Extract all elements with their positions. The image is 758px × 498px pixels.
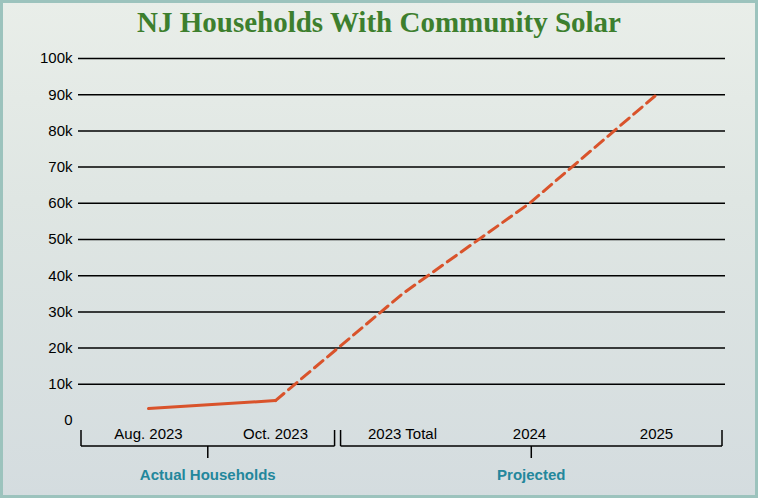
svg-text:Oct. 2023: Oct. 2023 xyxy=(243,425,308,442)
html-text:NJ Households With Community S: NJ Households With Community Solar xyxy=(137,6,621,38)
svg-text:2023 Total: 2023 Total xyxy=(368,425,437,442)
svg-text:Actual Households: Actual Households xyxy=(140,466,276,483)
svg-text:20k: 20k xyxy=(48,339,73,356)
svg-text:30k: 30k xyxy=(48,303,73,320)
svg-text:40k: 40k xyxy=(48,267,73,284)
svg-text:60k: 60k xyxy=(48,194,73,211)
svg-text:2024: 2024 xyxy=(513,425,546,442)
svg-text:Aug. 2023: Aug. 2023 xyxy=(114,425,182,442)
svg-text:Projected: Projected xyxy=(497,466,565,483)
svg-text:10k: 10k xyxy=(48,375,73,392)
svg-text:2025: 2025 xyxy=(640,425,673,442)
svg-text:0: 0 xyxy=(64,411,72,428)
svg-text:100k: 100k xyxy=(40,49,73,66)
svg-text:70k: 70k xyxy=(48,158,73,175)
svg-text:50k: 50k xyxy=(48,230,73,247)
svg-text:80k: 80k xyxy=(48,122,73,139)
svg-text:90k: 90k xyxy=(48,86,73,103)
